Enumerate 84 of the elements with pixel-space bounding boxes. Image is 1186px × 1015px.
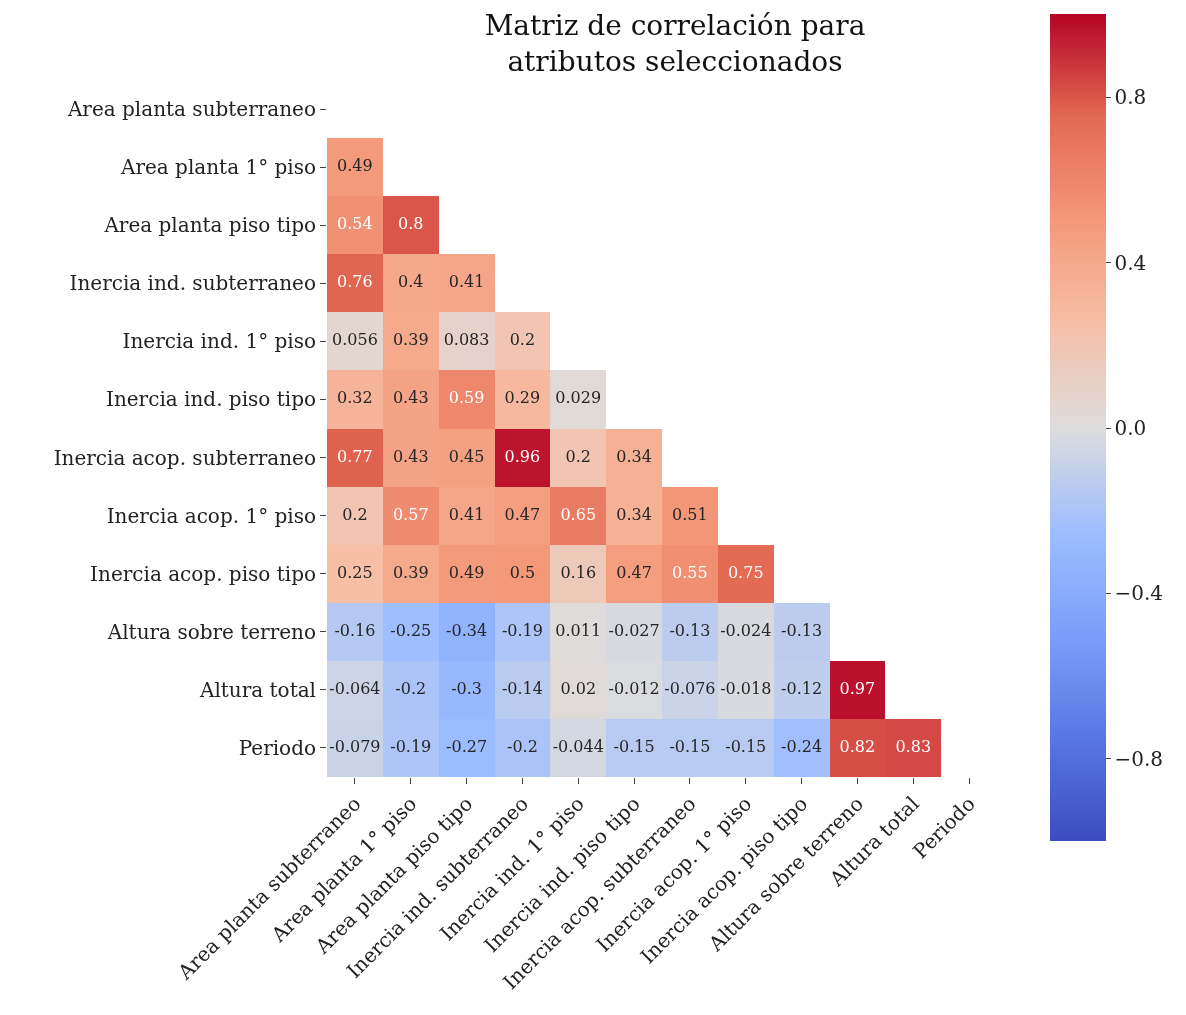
data-label: 0.43 bbox=[392, 446, 429, 466]
y-tick-label: Inercia ind. 1° piso bbox=[122, 329, 316, 354]
color-bar-label: −0.4 bbox=[1114, 581, 1164, 606]
data-label: -0.27 bbox=[446, 736, 488, 756]
y-tick-label: Inercia ind. piso tipo bbox=[106, 387, 316, 412]
data-label: 0.54 bbox=[337, 214, 373, 234]
data-label: 0.96 bbox=[504, 446, 541, 466]
color-bar-label: 0.0 bbox=[1114, 416, 1147, 440]
data-label: 0.011 bbox=[555, 620, 602, 640]
data-label: -0.19 bbox=[501, 620, 543, 640]
y-tick-label: Inercia acop. piso tipo bbox=[90, 561, 316, 586]
data-label: -0.044 bbox=[552, 736, 604, 756]
data-label: -0.3 bbox=[451, 678, 483, 698]
data-label: -0.13 bbox=[669, 620, 711, 640]
data-label: 0.47 bbox=[616, 562, 652, 582]
y-tick-label: Inercia acop. 1° piso bbox=[106, 503, 316, 528]
data-label: 0.4 bbox=[398, 272, 424, 292]
data-label: 0.029 bbox=[555, 388, 602, 408]
data-label: 0.056 bbox=[332, 330, 378, 350]
data-label: -0.13 bbox=[781, 620, 823, 640]
color-bar-label: 0.8 bbox=[1114, 85, 1147, 110]
data-label: 0.02 bbox=[560, 678, 597, 698]
data-label: 0.59 bbox=[448, 388, 485, 408]
data-label: 0.16 bbox=[560, 562, 597, 582]
y-tick-label: Area planta subterraneo bbox=[66, 97, 316, 122]
data-label: 0.5 bbox=[509, 562, 536, 582]
data-label: -0.34 bbox=[446, 620, 488, 640]
data-label: 0.32 bbox=[337, 388, 373, 408]
data-label: 0.77 bbox=[337, 446, 373, 466]
data-label: 0.41 bbox=[448, 504, 485, 524]
data-label: 0.49 bbox=[337, 156, 373, 176]
data-label: -0.15 bbox=[725, 736, 767, 756]
data-label: 0.083 bbox=[443, 330, 490, 350]
data-label: -0.027 bbox=[608, 620, 660, 640]
data-label: -0.064 bbox=[329, 678, 381, 698]
data-label: -0.14 bbox=[501, 678, 543, 698]
data-label: 0.45 bbox=[448, 446, 485, 466]
data-label: -0.12 bbox=[781, 678, 823, 698]
data-label: 0.39 bbox=[392, 562, 429, 582]
data-label: -0.25 bbox=[390, 620, 432, 640]
data-label: 0.25 bbox=[337, 562, 373, 582]
data-label: -0.024 bbox=[720, 620, 772, 640]
data-label: 0.75 bbox=[727, 562, 764, 582]
data-label: 0.76 bbox=[337, 272, 373, 292]
data-label: 0.29 bbox=[504, 388, 541, 408]
data-label: 0.55 bbox=[672, 562, 708, 582]
data-label: 0.34 bbox=[616, 504, 652, 524]
y-tick-label: Periodo bbox=[238, 735, 316, 760]
data-label: 0.43 bbox=[392, 388, 429, 408]
data-label: -0.24 bbox=[781, 736, 823, 756]
data-label: 0.2 bbox=[565, 446, 591, 466]
data-label: 0.47 bbox=[504, 504, 541, 524]
data-label: -0.018 bbox=[720, 678, 772, 698]
data-label: -0.16 bbox=[334, 620, 376, 640]
data-label: 0.41 bbox=[448, 272, 485, 292]
data-label: -0.15 bbox=[613, 736, 655, 756]
y-tick-label: Inercia acop. subterraneo bbox=[53, 445, 316, 470]
data-label: 0.57 bbox=[392, 504, 429, 524]
data-label: -0.15 bbox=[669, 736, 711, 756]
data-label: 0.49 bbox=[448, 562, 485, 582]
y-tick-label: Area planta piso tipo bbox=[103, 213, 316, 238]
data-label: -0.079 bbox=[329, 736, 381, 756]
y-tick-label: Inercia ind. subterraneo bbox=[69, 271, 316, 296]
data-label: 0.51 bbox=[672, 504, 708, 524]
data-label: 0.65 bbox=[560, 504, 597, 524]
data-label: 0.8 bbox=[398, 214, 424, 234]
y-tick-label: Altura sobre terreno bbox=[106, 619, 316, 644]
data-label: 0.34 bbox=[616, 446, 652, 466]
data-label: -0.012 bbox=[608, 678, 660, 698]
data-label: -0.2 bbox=[506, 736, 538, 756]
data-label: 0.83 bbox=[895, 736, 932, 756]
chart-title: Matriz de correlación para atributos seleccionados bbox=[484, 9, 866, 79]
y-tick-label: Area planta 1° piso bbox=[119, 155, 316, 180]
data-label: 0.39 bbox=[392, 330, 429, 350]
color-bar-label: 0.4 bbox=[1114, 250, 1147, 275]
data-label: 0.2 bbox=[509, 330, 536, 350]
data-label: 0.97 bbox=[839, 678, 876, 698]
data-label: -0.2 bbox=[395, 678, 427, 698]
y-tick-label: Altura total bbox=[198, 677, 316, 702]
color-bar-label: −0.8 bbox=[1114, 746, 1164, 771]
data-label: 0.82 bbox=[839, 736, 876, 756]
data-label: -0.19 bbox=[390, 736, 432, 756]
data-label: -0.076 bbox=[664, 678, 716, 698]
data-label: 0.2 bbox=[342, 504, 368, 524]
